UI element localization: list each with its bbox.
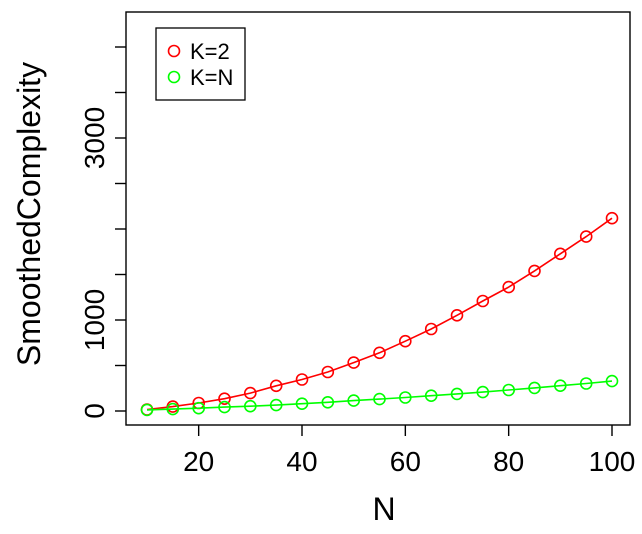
y-tick-label: 1000 (79, 289, 110, 351)
data-point (321, 395, 335, 409)
data-point (398, 334, 412, 348)
y-tick-label: 3000 (79, 107, 110, 169)
data-point (218, 400, 231, 414)
legend-label-kn: K=N (190, 65, 233, 90)
data-point (192, 401, 205, 415)
data-point (140, 403, 154, 417)
series-line (146, 217, 613, 411)
x-tick-label: 20 (183, 446, 214, 477)
series-layer (140, 211, 619, 417)
data-point (553, 379, 567, 393)
x-tick-label: 100 (589, 446, 636, 477)
legend: K=2 K=N (155, 27, 246, 101)
data-point (605, 374, 619, 388)
data-point (321, 365, 335, 379)
data-point (450, 387, 464, 401)
data-point (295, 397, 309, 411)
data-point (166, 402, 180, 416)
legend-label-k2: K=2 (190, 39, 230, 64)
x-tick-label: 80 (493, 446, 524, 477)
data-point (528, 381, 541, 395)
data-point (528, 264, 541, 278)
legend-marker-kn (167, 70, 181, 84)
legend-box (155, 27, 246, 101)
series-kn (140, 374, 619, 417)
data-point (476, 294, 490, 308)
data-point (579, 230, 593, 243)
x-tick-label: 60 (390, 446, 421, 477)
data-point (269, 398, 283, 412)
data-point (269, 379, 283, 393)
y-axis: 0 1000 3000 (79, 46, 126, 419)
data-point (295, 373, 309, 386)
data-point (502, 280, 516, 294)
y-axis-title: SmoothedComplexity (11, 62, 47, 366)
data-point (373, 346, 386, 360)
data-point (450, 308, 464, 322)
data-point (398, 391, 412, 404)
x-axis: 20 40 60 80 100 (183, 425, 635, 477)
x-axis-title: N (372, 491, 395, 527)
plot-frame (125, 11, 631, 426)
series-line (146, 380, 613, 411)
data-point (347, 394, 361, 407)
data-point (347, 356, 361, 369)
x-tick-label: 40 (286, 446, 317, 477)
legend-marker-k2 (167, 44, 181, 58)
data-point (502, 383, 516, 397)
data-point (605, 211, 619, 225)
data-point (244, 399, 257, 413)
data-point (373, 392, 386, 406)
data-point (553, 247, 567, 261)
y-tick-label: 0 (79, 403, 110, 419)
data-point (579, 377, 593, 390)
data-point (476, 385, 490, 399)
data-point (424, 389, 438, 403)
data-point (244, 386, 257, 400)
data-point (218, 392, 231, 406)
data-point (424, 322, 438, 336)
